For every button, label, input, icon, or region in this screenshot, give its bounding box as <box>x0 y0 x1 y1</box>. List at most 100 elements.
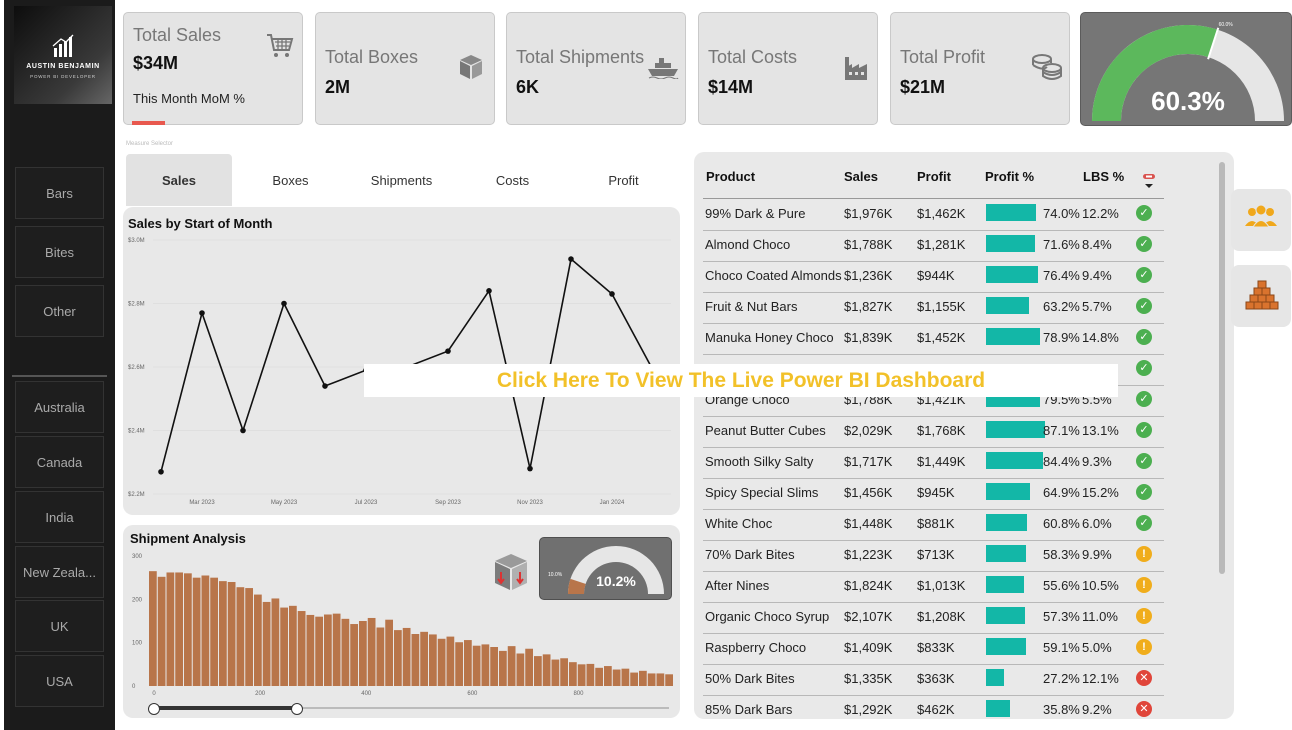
histogram-bar[interactable] <box>525 648 533 686</box>
live-dashboard-link-banner[interactable]: Click Here To View The Live Power BI Das… <box>364 364 1118 397</box>
histogram-bar[interactable] <box>665 674 673 686</box>
table-row[interactable]: Fruit & Nut Bars $1,827K $1,155K 5.7% 63.2% ✓ <box>703 292 1164 324</box>
histogram-bar[interactable] <box>297 611 306 686</box>
slicer-country-new-zealand[interactable]: New Zeala... <box>15 546 104 598</box>
histogram-bar[interactable] <box>324 614 332 687</box>
histogram-bar[interactable] <box>262 601 271 686</box>
table-row[interactable]: Manuka Honey Choco $1,839K $1,452K 14.8% 78.… <box>703 323 1164 355</box>
table-row[interactable]: 99% Dark & Pure $1,976K $1,462K 12.2% 74.0% ✓ <box>703 199 1164 231</box>
histogram-bar[interactable] <box>472 645 481 686</box>
histogram-bar[interactable] <box>402 627 411 686</box>
histogram-bar[interactable] <box>341 618 350 686</box>
histogram-bar[interactable] <box>210 577 218 686</box>
slicer-product-bites[interactable]: Bites <box>15 226 104 278</box>
histogram-bar[interactable] <box>595 667 603 686</box>
histogram-bar[interactable] <box>420 631 428 686</box>
slicer-country-australia[interactable]: Australia <box>15 381 104 433</box>
histogram-bar[interactable] <box>604 666 612 686</box>
tab-costs[interactable]: Costs <box>495 172 530 188</box>
histogram-bar[interactable] <box>507 646 516 686</box>
histogram-bar[interactable] <box>656 673 665 686</box>
sales-data-point[interactable] <box>322 383 328 389</box>
col-header-lbs-pct[interactable]: LBS % <box>1083 169 1125 184</box>
sales-data-point[interactable] <box>158 468 164 475</box>
histogram-bar[interactable] <box>306 614 315 686</box>
histogram-bar[interactable] <box>280 607 288 686</box>
histogram-bar[interactable] <box>569 662 577 686</box>
table-row[interactable]: Spicy Special Slims $1,456K $945K 15.2% 64.9… <box>703 478 1164 510</box>
histogram-bar[interactable] <box>166 572 175 686</box>
sales-data-point[interactable] <box>240 427 246 434</box>
histogram-bar[interactable] <box>184 573 192 686</box>
table-row[interactable]: 85% Dark Bars $1,292K $462K 9.2% 35.8% ✕ <box>703 695 1164 719</box>
histogram-bar[interactable] <box>647 673 656 686</box>
table-row[interactable]: Raspberry Choco $1,409K $833K 5.0% 59.1%! <box>703 633 1164 665</box>
histogram-bar[interactable] <box>639 670 647 686</box>
histogram-bar[interactable] <box>464 640 472 686</box>
histogram-bar[interactable] <box>254 594 262 686</box>
histogram-bar[interactable] <box>385 619 393 686</box>
histogram-bar[interactable] <box>289 605 297 686</box>
table-row[interactable]: White Choc $1,448K $881K 6.0% 60.8% ✓ <box>703 509 1164 541</box>
col-header-product[interactable]: Product <box>706 169 756 184</box>
histogram-bar[interactable] <box>630 672 638 686</box>
sales-data-point[interactable] <box>199 310 205 316</box>
histogram-bar[interactable] <box>227 582 236 686</box>
col-header-profit-pct[interactable]: Profit % <box>985 169 1035 184</box>
sort-indicator-icon[interactable] <box>1143 172 1155 190</box>
histogram-bar[interactable] <box>149 571 157 686</box>
col-header-profit[interactable]: Profit <box>917 169 951 184</box>
histogram-bar[interactable] <box>499 650 507 686</box>
histogram-bar[interactable] <box>612 669 621 686</box>
inventory-nav-button[interactable] <box>1231 265 1291 327</box>
slicer-country-india[interactable]: India <box>15 491 104 543</box>
table-row[interactable]: Organic Choco Syrup $2,107K $1,208K 11.0% 57… <box>703 602 1164 634</box>
histogram-bar[interactable] <box>481 644 490 686</box>
histogram-bar[interactable] <box>446 636 455 686</box>
tab-boxes[interactable]: Boxes <box>272 172 309 188</box>
histogram-bar[interactable] <box>271 598 280 686</box>
sales-data-point[interactable] <box>445 348 451 354</box>
slicer-country-usa[interactable]: USA <box>15 655 104 707</box>
slicer-country-uk[interactable]: UK <box>15 600 104 652</box>
histogram-bar[interactable] <box>551 659 560 686</box>
table-row[interactable]: Almond Choco $1,788K $1,281K 8.4% 71.6% ✓ <box>703 230 1164 262</box>
histogram-bar[interactable] <box>367 617 376 686</box>
histogram-bar[interactable] <box>236 587 245 686</box>
sales-data-point[interactable] <box>527 465 533 472</box>
table-row[interactable]: Choco Coated Almonds $1,236K $944K 9.4% 76.4… <box>703 261 1164 293</box>
histogram-bar[interactable] <box>175 572 183 686</box>
col-header-sales[interactable]: Sales <box>844 169 878 184</box>
slicer-country-canada[interactable]: Canada <box>15 436 104 488</box>
histogram-bar[interactable] <box>359 621 367 686</box>
table-row[interactable]: Smooth Silky Salty $1,717K $1,449K 9.3% 84.4… <box>703 447 1164 479</box>
histogram-bar[interactable] <box>516 653 525 687</box>
table-row[interactable]: 70% Dark Bites $1,223K $713K 9.9% 58.3%! <box>703 540 1164 572</box>
histogram-bar[interactable] <box>394 630 402 686</box>
sales-data-point[interactable] <box>486 288 492 294</box>
histogram-bar[interactable] <box>621 668 630 686</box>
histogram-bar[interactable] <box>437 638 446 686</box>
tab-sales[interactable]: Sales <box>126 154 232 206</box>
range-slider-handle-end[interactable] <box>291 703 303 715</box>
histogram-bar[interactable] <box>245 588 253 686</box>
histogram-bar[interactable] <box>411 634 420 686</box>
table-row[interactable]: After Nines $1,824K $1,013K 10.5% 55.6%! <box>703 571 1164 603</box>
range-slider-handle-start[interactable] <box>148 703 160 715</box>
histogram-bar[interactable] <box>376 627 385 687</box>
slicer-product-other[interactable]: Other <box>15 285 104 337</box>
histogram-bar[interactable] <box>586 663 595 686</box>
histogram-bar[interactable] <box>332 613 341 686</box>
histogram-bar[interactable] <box>534 656 542 686</box>
table-scrollbar[interactable] <box>1219 162 1225 574</box>
sales-data-point[interactable] <box>281 300 287 307</box>
histogram-bar[interactable] <box>350 624 358 686</box>
histogram-bar[interactable] <box>192 577 201 686</box>
histogram-bar[interactable] <box>429 634 437 686</box>
slicer-product-bars[interactable]: Bars <box>15 167 104 219</box>
histogram-bar[interactable] <box>201 575 210 687</box>
histogram-bar[interactable] <box>219 581 227 686</box>
sales-data-point[interactable] <box>568 256 574 262</box>
histogram-bar[interactable] <box>577 664 586 686</box>
people-nav-button[interactable] <box>1231 189 1291 251</box>
